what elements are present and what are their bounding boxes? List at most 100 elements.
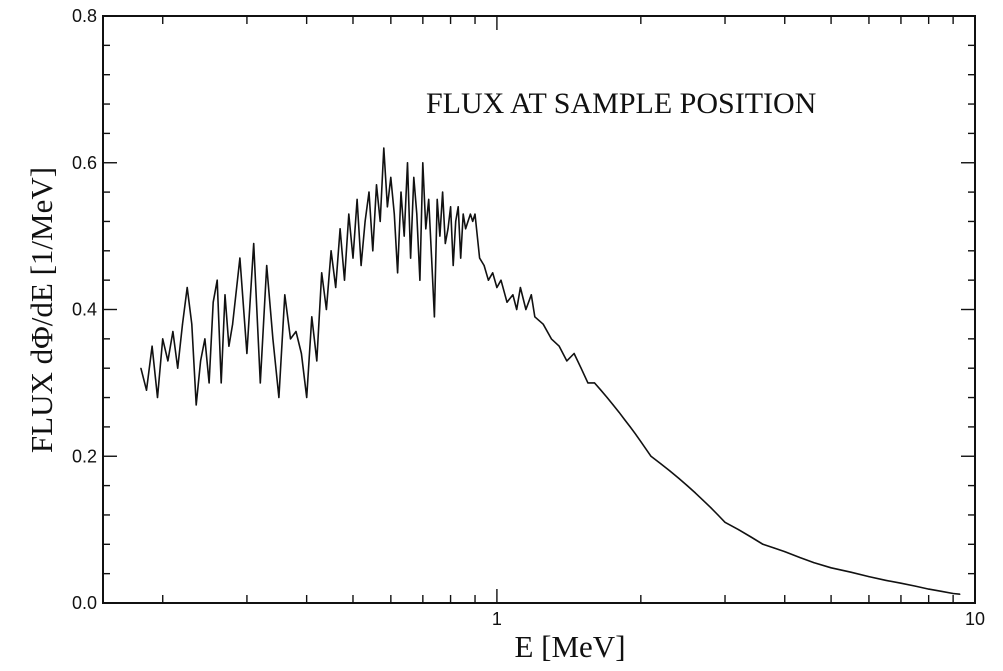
flux-data-point [558, 345, 560, 347]
flux-data-point [469, 213, 471, 215]
chart-annotation: FLUX AT SAMPLE POSITION [426, 87, 816, 120]
y-tick-label: 0.2 [72, 446, 97, 466]
flux-data-point [431, 257, 433, 259]
flux-data-point [465, 228, 467, 230]
flux-data-point [542, 323, 544, 325]
flux-data-point [717, 514, 719, 516]
flux-data-point [284, 294, 286, 296]
flux-data-point [512, 294, 514, 296]
flux-data-point [467, 220, 469, 222]
flux-data-point [850, 571, 852, 573]
flux-data-point [737, 529, 740, 531]
flux-data-point [419, 279, 421, 281]
flux-data-point [383, 147, 385, 149]
flux-data-point [500, 279, 502, 281]
flux-data-point [311, 316, 313, 318]
flux-data-point [624, 419, 626, 421]
flux-data-point [393, 213, 395, 215]
flux-data-point [212, 301, 214, 303]
flux-data-point [325, 308, 327, 311]
flux-data-point [587, 382, 589, 384]
flux-data-point [606, 396, 608, 399]
flux-data-point [487, 279, 489, 281]
flux-data-point [600, 389, 602, 391]
flux-data-point [436, 198, 438, 200]
flux-data-point [413, 176, 415, 178]
flux-data-point [390, 176, 392, 178]
flux-data-point [272, 338, 274, 340]
flux-data-point [474, 213, 476, 215]
flux-data-point [343, 279, 346, 281]
flux-data-point [379, 220, 381, 222]
flux-data-point [204, 338, 206, 340]
flux-data-point [702, 499, 704, 501]
flux-data-point [300, 352, 302, 355]
flux-data-point [433, 316, 435, 318]
flux-data-point [566, 360, 568, 362]
flux-data-point [550, 338, 553, 340]
flux-data-point [360, 264, 362, 267]
series-layer [140, 147, 961, 595]
flux-data-point [330, 250, 332, 252]
flux-data-point [455, 220, 457, 222]
flux-data-point [710, 507, 712, 509]
flux-data-point [177, 367, 179, 369]
y-tick-label: 0.0 [72, 593, 97, 613]
flux-data-point [813, 562, 815, 564]
flux-data-point [321, 272, 323, 274]
flux-data-point [773, 547, 775, 549]
flux-data-point [900, 582, 902, 584]
flux-data-point [416, 213, 418, 215]
flux-data-point [352, 257, 354, 259]
flux-data-point [573, 352, 575, 355]
flux-data-point [289, 338, 292, 340]
flux-data-point [952, 592, 954, 595]
flux-data-point [799, 556, 801, 559]
flux-data-point [940, 590, 942, 592]
flux-data-point [580, 367, 582, 369]
flux-data-point [428, 198, 430, 200]
flux-data-point [400, 191, 402, 193]
flux-data-point [167, 360, 169, 362]
flux-data-point [830, 567, 832, 569]
flux-data-point [216, 279, 218, 281]
y-tick-label: 0.6 [72, 153, 97, 173]
flux-data-point [259, 382, 261, 384]
flux-data-point [253, 242, 255, 245]
flux-data-point [868, 576, 870, 578]
flux-data-point [140, 367, 142, 369]
flux-data-point [375, 184, 378, 186]
y-axis-title: FLUX dΦ/dE [1/MeV] [24, 167, 59, 453]
flux-data-point [397, 272, 399, 274]
flux-data-point [239, 257, 241, 259]
flux-data-point [339, 228, 341, 230]
flux-data-point [457, 206, 459, 208]
flux-data-point [530, 294, 532, 296]
flux-data-point [669, 470, 671, 472]
flux-data-point [516, 308, 518, 311]
flux-data-point [724, 521, 726, 523]
y-tick-label: 0.4 [72, 300, 97, 320]
flux-data-point [172, 330, 174, 333]
flux-data-point [191, 323, 193, 325]
flux-data-point [534, 316, 536, 318]
flux-data-point [403, 235, 405, 237]
flux-data-point [686, 485, 688, 487]
flux-data-point [660, 463, 662, 465]
flux-data-point [525, 308, 527, 311]
flux-data-point [450, 206, 452, 208]
flux-data-point [208, 382, 210, 384]
flux-data-point [640, 441, 642, 443]
flux-data-point [228, 345, 230, 347]
flux-data-point [784, 551, 786, 553]
flux-data-point [442, 191, 444, 193]
flux-data-point [612, 404, 614, 406]
flux-data-point [928, 588, 930, 590]
flux-data-point [479, 257, 481, 259]
flux-data-point [750, 536, 752, 538]
flux-data-point [162, 338, 164, 340]
flux-data-point [959, 593, 961, 595]
flux-data-point [200, 360, 202, 362]
